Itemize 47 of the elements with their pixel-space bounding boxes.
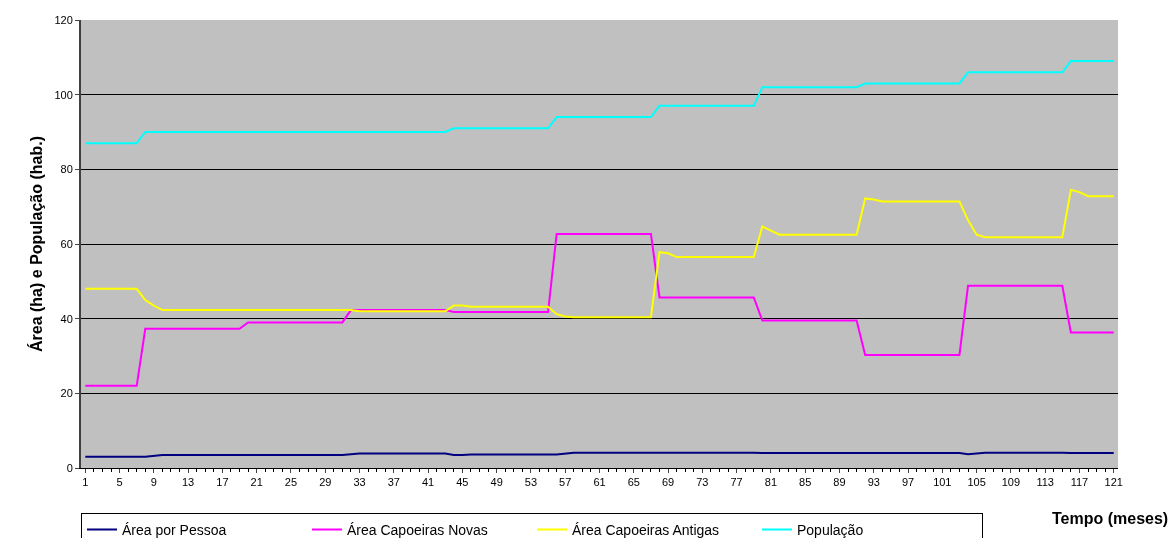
- x-tick-label: 17: [216, 476, 229, 489]
- legend-label: População: [797, 521, 864, 538]
- x-tick-label: 97: [901, 476, 915, 489]
- x-tick-label: 13: [182, 476, 195, 489]
- y-tick-label: 60: [60, 237, 73, 250]
- y-tick-label: 120: [54, 13, 73, 26]
- x-tick-label: 109: [1001, 476, 1021, 489]
- y-tick-label: 0: [66, 461, 73, 474]
- x-axis-title: Tempo (meses): [1052, 510, 1169, 527]
- legend-label: Área Capoeiras Novas: [347, 521, 488, 538]
- x-tick-label: 121: [1104, 476, 1123, 489]
- y-tick-label: 40: [60, 312, 73, 325]
- x-tick-label: 41: [421, 476, 435, 489]
- x-tick-label: 9: [150, 476, 157, 489]
- legend-label: Área Capoeiras Antigas: [572, 521, 720, 538]
- x-tick-label: 29: [319, 476, 332, 489]
- x-tick-label: 89: [833, 476, 846, 489]
- x-tick-label: 69: [661, 476, 675, 489]
- x-tick-label: 113: [1036, 476, 1054, 489]
- x-tick-label: 33: [353, 476, 366, 489]
- y-tick-label: 20: [60, 387, 73, 400]
- y-tick-label: 80: [60, 163, 73, 176]
- x-tick-label: 101: [933, 476, 952, 489]
- x-tick-label: 25: [284, 476, 298, 489]
- x-tick-label: 61: [593, 476, 606, 489]
- x-tick-label: 53: [524, 476, 538, 489]
- x-tick-label: 49: [490, 476, 503, 489]
- y-axis-title: Área (ha) e População (hab.): [26, 135, 45, 353]
- x-tick-label: 37: [387, 476, 400, 489]
- x-tick-label: 81: [764, 476, 778, 489]
- x-tick-label: 85: [799, 476, 812, 489]
- legend-label: Área por Pessoa: [122, 521, 227, 538]
- x-tick-label: 105: [967, 476, 986, 489]
- x-tick-label: 93: [867, 476, 880, 489]
- x-tick-label: 1: [82, 476, 89, 489]
- y-tick-label: 100: [54, 88, 73, 101]
- line-series: [84, 232, 1115, 387]
- line-series: [84, 60, 1115, 145]
- x-tick-label: 73: [696, 476, 709, 489]
- x-tick-label: 117: [1070, 476, 1089, 489]
- x-tick-label: 45: [456, 476, 469, 489]
- x-tick-label: 65: [627, 476, 640, 489]
- x-tick-label: 57: [559, 476, 572, 489]
- x-tick-label: 5: [116, 476, 123, 489]
- x-tick-label: 21: [250, 476, 263, 489]
- x-tick-label: 77: [730, 476, 743, 489]
- line-series: [84, 188, 1115, 319]
